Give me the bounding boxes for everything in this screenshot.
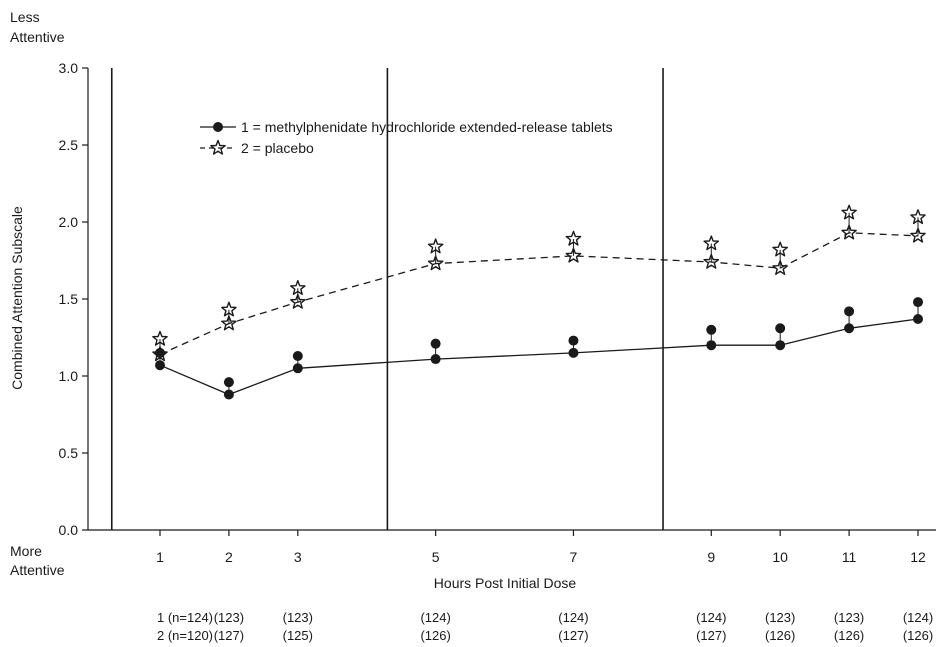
y-tick-label: 1.0 xyxy=(59,368,79,384)
error-bar-cap xyxy=(772,241,788,257)
data-point xyxy=(703,253,720,269)
n-row-count: (124) xyxy=(696,610,726,625)
data-point xyxy=(706,340,717,351)
y-tick-label: 2.5 xyxy=(59,137,79,153)
data-point xyxy=(772,260,788,275)
data-point xyxy=(565,247,582,263)
y-ticks: 0.0 0.5 1.0 1.5 2.0 2.5 3.0 xyxy=(59,60,88,538)
axes xyxy=(87,68,936,531)
data-point xyxy=(223,389,234,400)
data-point xyxy=(292,363,303,374)
x-tick-label: 5 xyxy=(432,549,440,565)
error-bar-cap xyxy=(568,335,579,346)
legend-marker xyxy=(210,139,226,155)
n-row-count: (126) xyxy=(834,628,864,643)
data-point xyxy=(775,340,786,351)
y-tick-label: 2.0 xyxy=(59,214,79,230)
data-point xyxy=(430,354,441,365)
y-tick-label: 1.5 xyxy=(59,291,79,307)
x-tick-label: 9 xyxy=(707,549,715,565)
n-row-count: (124) xyxy=(903,610,933,625)
bottom-label-line-1: More xyxy=(10,543,42,559)
corner-labels: Less Attentive More Attentive xyxy=(10,9,65,578)
data-point xyxy=(841,224,857,240)
n-row-count: (127) xyxy=(696,628,726,643)
x-tick-label: 7 xyxy=(570,549,578,565)
error-bar-cap xyxy=(841,204,857,220)
x-tick-label: 3 xyxy=(294,549,302,565)
n-row-count: (124) xyxy=(558,610,588,625)
legend: 1 = methylphenidate hydrochloride extend… xyxy=(200,119,613,156)
error-bar-cap xyxy=(703,235,720,251)
n-row-count: (127) xyxy=(214,628,244,643)
plot-area xyxy=(152,204,926,400)
data-point xyxy=(221,315,237,331)
sample-size-table: 1 (n=124) (123) (123) (124) (124) (124) (123)(… xyxy=(157,610,933,643)
data-point xyxy=(568,347,579,358)
bottom-label-line-2: Attentive xyxy=(10,562,65,578)
legend-marker xyxy=(213,122,223,132)
error-bar-cap xyxy=(221,301,237,317)
series-line xyxy=(159,232,919,355)
error-bar-cap xyxy=(844,306,855,317)
top-label-line-1: Less xyxy=(10,9,40,25)
top-label-line-2: Attentive xyxy=(10,29,65,45)
error-bar-cap xyxy=(913,297,923,308)
data-point xyxy=(290,293,306,309)
n-row-prefix: 1 (n=124) xyxy=(157,610,213,625)
n-row-count: (127) xyxy=(558,628,588,643)
y-axis-title: Combined Attention Subscale xyxy=(9,206,25,390)
error-bar-cap xyxy=(706,324,717,335)
error-bar-cap xyxy=(565,230,582,246)
data-point xyxy=(910,227,926,243)
n-row-prefix: 2 (n=120) xyxy=(157,628,213,643)
data-point xyxy=(427,255,444,271)
error-bar-cap xyxy=(910,209,926,225)
x-tick-label: 11 xyxy=(842,549,857,565)
error-bar-cap xyxy=(290,280,306,295)
series-1 xyxy=(155,297,923,400)
series-line xyxy=(159,318,919,396)
series-2 xyxy=(152,204,926,362)
error-bar-cap xyxy=(292,350,303,361)
n-row-count: (123) xyxy=(214,610,244,625)
y-tick-label: 0.5 xyxy=(59,445,79,461)
phase-dividers xyxy=(110,68,664,530)
error-bar-cap xyxy=(152,330,168,346)
data-point xyxy=(155,360,165,371)
error-bar-cap xyxy=(430,338,441,349)
n-row-count: (123) xyxy=(283,610,313,625)
error-bar-cap xyxy=(223,377,234,388)
n-row-count: (126) xyxy=(420,628,450,643)
x-axis-title: Hours Post Initial Dose xyxy=(434,575,577,591)
data-point xyxy=(913,314,923,325)
x-tick-label: 12 xyxy=(910,549,926,565)
n-row-count: (123) xyxy=(765,610,795,625)
n-row-count: (125) xyxy=(283,628,313,643)
error-bar-cap xyxy=(427,238,444,254)
x-tick-label: 2 xyxy=(225,549,233,565)
legend-label: 2 = placebo xyxy=(241,140,314,156)
y-tick-label: 3.0 xyxy=(59,60,79,76)
error-bar-cap xyxy=(775,323,786,334)
y-tick-label: 0.0 xyxy=(59,522,79,538)
x-tick-label: 1 xyxy=(156,549,164,565)
data-point xyxy=(152,346,168,362)
legend-label: 1 = methylphenidate hydrochloride extend… xyxy=(241,119,613,135)
data-point xyxy=(844,323,855,334)
n-row-count: (124) xyxy=(420,610,450,625)
x-tick-label: 10 xyxy=(772,549,788,565)
x-ticks: 1 2 3 5 7 9 10 11 12 xyxy=(156,530,926,565)
n-row-count: (126) xyxy=(903,628,933,643)
n-row-count: (126) xyxy=(765,628,795,643)
n-row-count: (123) xyxy=(834,610,864,625)
